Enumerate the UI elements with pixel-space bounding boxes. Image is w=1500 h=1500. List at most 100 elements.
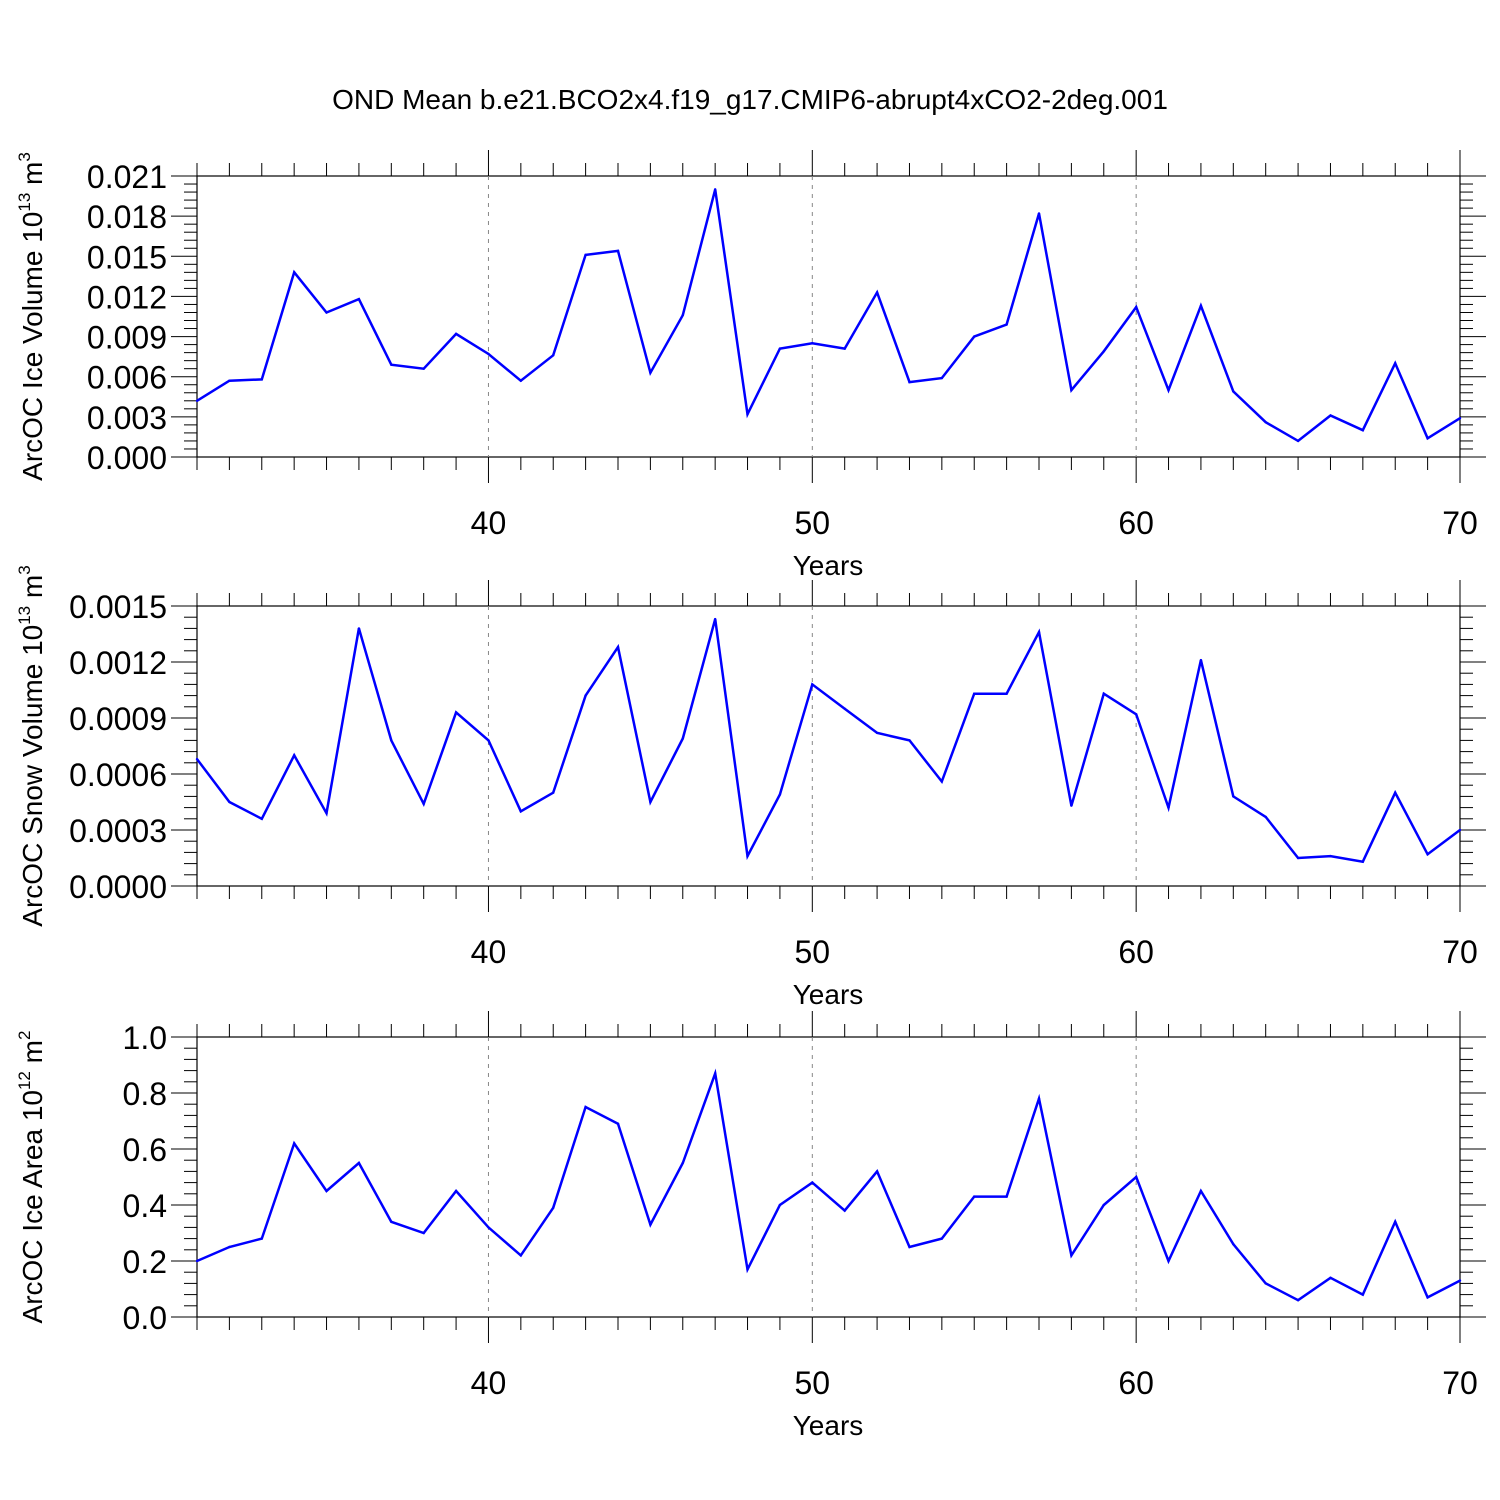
data-point (1329, 1276, 1332, 1280)
data-point (1199, 658, 1203, 662)
y-tick-label: 0.000 (87, 440, 167, 476)
y-tick-label: 0.0012 (69, 645, 167, 681)
data-point (487, 1226, 490, 1229)
data-point (616, 645, 620, 649)
data-point (292, 1142, 296, 1145)
data-point (875, 1170, 879, 1173)
data-point (584, 253, 587, 257)
data-point (1037, 630, 1041, 634)
series-line (196, 618, 1461, 864)
y-axis-label: ArcOC Ice Area 1012 m2 (15, 1031, 48, 1324)
data-point (681, 313, 684, 317)
data-point (1264, 421, 1267, 424)
data-point (1394, 362, 1397, 365)
panel-1: 0.000 0.003 0.006 0.009 0.012 0.015 0.018 0.021… (15, 150, 1486, 581)
data-point (649, 371, 652, 374)
data-point (1426, 853, 1429, 856)
data-point (1296, 856, 1300, 860)
data-point (875, 731, 879, 735)
data-point (1134, 305, 1138, 309)
data-point (357, 297, 361, 301)
y-tick-label: 0.6 (123, 1132, 167, 1168)
data-point (1005, 323, 1008, 326)
data-point (228, 800, 231, 804)
data-point (713, 617, 717, 621)
y-tick-label: 0.003 (87, 400, 167, 436)
data-point (357, 1161, 361, 1165)
data-point (228, 379, 231, 382)
data-point (325, 311, 328, 314)
y-axis-label-part: ArcOC Ice Volume 10 (17, 212, 48, 481)
data-point (552, 354, 555, 357)
data-point (584, 694, 587, 697)
data-point (519, 810, 523, 813)
data-point (1394, 791, 1397, 794)
data-point (1232, 795, 1235, 798)
data-point (681, 1161, 684, 1165)
data-point (1361, 429, 1365, 432)
data-point (778, 1203, 782, 1207)
data-point (260, 817, 263, 820)
data-point (1361, 860, 1365, 863)
data-point (1134, 713, 1138, 716)
data-point (746, 412, 749, 416)
x-axis-label: Years (793, 979, 864, 1010)
data-point (1458, 828, 1462, 832)
data-point (260, 1237, 263, 1240)
data-point (1329, 414, 1332, 417)
data-point (940, 780, 944, 783)
data-point (487, 739, 490, 742)
data-point (1426, 1296, 1429, 1299)
data-point (908, 1245, 911, 1249)
figure-title: OND Mean b.e21.BCO2x4.f19_g17.CMIP6-abru… (332, 84, 1168, 115)
data-point (940, 1237, 944, 1240)
data-point (649, 1223, 652, 1226)
y-tick-label: 1.0 (123, 1020, 167, 1056)
data-point (649, 800, 652, 804)
data-point (519, 379, 523, 382)
data-point (260, 378, 263, 381)
y-tick-label: 0.8 (123, 1076, 167, 1112)
data-point (552, 1206, 555, 1210)
data-point (422, 802, 425, 806)
data-point (325, 812, 328, 815)
y-tick-label: 0.021 (87, 159, 167, 195)
data-point (1232, 390, 1235, 393)
data-point (908, 380, 911, 384)
plot-frame (196, 1036, 1461, 1318)
x-tick-label: 70 (1442, 505, 1478, 541)
data-point (1232, 1243, 1235, 1246)
data-point (1037, 1097, 1041, 1100)
y-tick-label: 0.0015 (69, 589, 167, 625)
x-tick-label: 50 (795, 1365, 831, 1401)
y-axis-label-part: m (17, 1040, 48, 1071)
data-point (1167, 1259, 1170, 1263)
data-point (422, 367, 425, 370)
y-axis-label-part: 12 (15, 1071, 34, 1090)
data-point (292, 754, 296, 757)
data-point (713, 188, 717, 191)
x-tick-label: 70 (1442, 1365, 1478, 1401)
data-point (973, 692, 976, 695)
data-point (519, 1254, 523, 1257)
y-tick-label: 0.0000 (69, 869, 167, 905)
data-point (713, 1072, 717, 1075)
data-point (422, 1231, 425, 1235)
data-point (454, 711, 458, 714)
x-axis-label: Years (793, 1410, 864, 1441)
data-point (616, 249, 620, 253)
data-point (1102, 350, 1105, 353)
y-axis-label: ArcOC Snow Volume 1013 m3 (15, 565, 48, 926)
data-point (1264, 815, 1267, 819)
data-point (325, 1189, 328, 1193)
data-point (908, 739, 911, 742)
series-line (196, 189, 1461, 443)
panel-3: 0.0 0.2 0.4 0.6 0.8 1.0 40 50 60 70 Years ArcOC Ice… (15, 1011, 1486, 1441)
y-axis-label-part: 13 (15, 606, 34, 625)
y-tick-label: 0.0009 (69, 701, 167, 737)
y-tick-label: 0.0006 (69, 757, 167, 793)
data-point (811, 342, 814, 345)
plot-frame (196, 175, 1461, 458)
y-tick-label: 0.012 (87, 279, 167, 315)
data-point (616, 1122, 620, 1126)
